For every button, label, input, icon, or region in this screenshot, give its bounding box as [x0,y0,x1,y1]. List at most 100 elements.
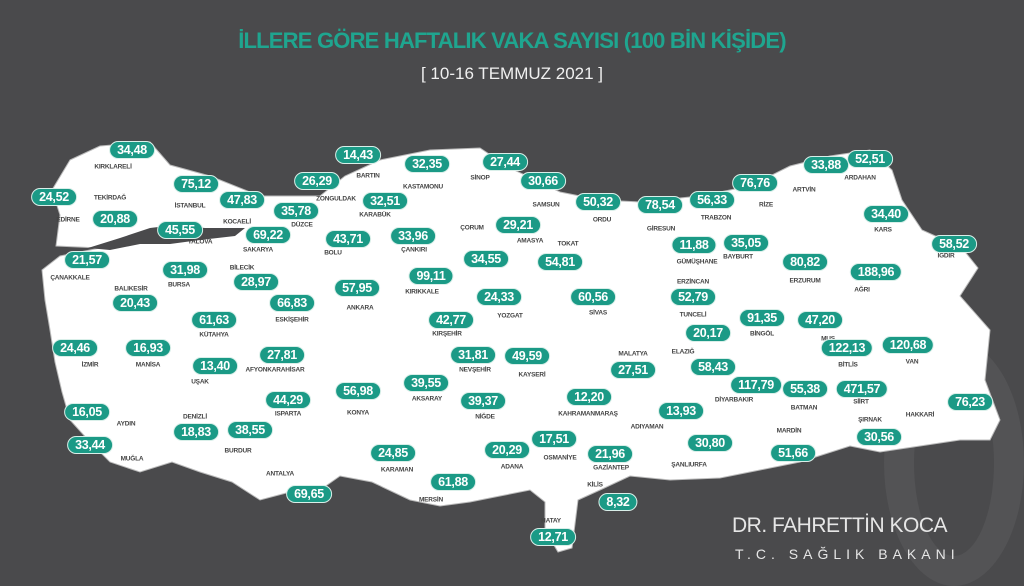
province-name: BALIKESİR [114,285,148,293]
province-name: KASTAMONU [403,183,443,191]
province-name: İSTANBUL [174,202,206,210]
province-value-badge: 35,05 [723,234,769,252]
province-value-badge: 117,79 [730,376,782,394]
province-name: ESKİŞEHİR [275,316,309,324]
province-name: KIRKLARELİ [94,163,132,171]
province-value-badge: 27,51 [610,361,656,379]
province-value-badge: 31,81 [450,346,496,364]
province-value-badge: 52,51 [847,150,893,168]
province-value-badge: 30,66 [520,172,566,190]
province-value-badge: 91,35 [739,309,785,327]
province-name: AĞRI [854,286,870,294]
province-name: KARS [874,226,892,234]
province-value-badge: 33,96 [390,227,436,245]
province-name: SİNOP [470,174,490,182]
province-name: YALOVA [187,238,213,246]
province-name: KIRIKKALE [405,288,439,296]
province-value-badge: 12,20 [566,388,612,406]
province-name: KARAMAN [380,466,414,474]
province-name: YOZGAT [497,312,523,320]
province-value-badge: 45,55 [157,221,203,239]
province-value-badge: 30,56 [856,428,902,446]
province-value-badge: 55,38 [782,380,828,398]
province-value-badge: 471,57 [835,380,889,398]
province-value-badge: 60,56 [570,288,616,306]
province-value-badge: 14,43 [335,146,381,164]
province-name: AMASYA [516,237,544,245]
province-name: MARDİN [776,427,802,435]
province-name: ÇORUM [460,224,484,232]
province-value-badge: 8,32 [598,493,638,511]
province-value-badge: 18,83 [173,423,219,441]
province-name: BİLECİK [229,264,255,272]
province-value-badge: 28,97 [233,273,279,291]
province-name: TUNCELİ [679,311,707,319]
province-name: BAYBURT [723,253,753,261]
province-value-badge: 43,71 [325,230,371,248]
province-value-badge: 27,81 [259,346,305,364]
province-value-badge: 21,57 [64,251,110,269]
province-name: BATMAN [790,404,818,412]
province-name: KAYSERİ [518,371,546,379]
province-name: BURSA [167,281,191,289]
author-title: T.C. SAĞLIK BAKANI [735,546,960,562]
province-value-badge: 76,76 [732,174,778,192]
province-value-badge: 12,71 [530,528,576,546]
province-value-badge: 13,93 [658,402,704,420]
province-name: ŞIRNAK [858,416,882,424]
province-name: GAZİANTEP [593,464,629,472]
province-name: SİİRT [853,398,869,406]
province-name: ERZİNCAN [677,278,709,286]
province-value-badge: 24,52 [31,188,77,206]
province-name: SAMSUN [532,201,560,209]
province-value-badge: 20,29 [484,441,530,459]
province-name: TEKİRDAĞ [93,194,127,202]
province-name: ADIYAMAN [630,423,664,431]
province-name: OSMANİYE [543,454,577,462]
author-name: DR. FAHRETTİN KOCA [732,514,948,537]
province-value-badge: 32,51 [362,192,408,210]
province-value-badge: 47,83 [219,191,265,209]
province-name: HATAY [541,517,561,525]
province-name: HAKKARİ [905,411,935,419]
province-value-badge: 50,32 [575,193,621,211]
province-value-badge: 16,93 [125,339,171,357]
province-value-badge: 27,44 [482,153,528,171]
province-value-badge: 56,33 [689,191,735,209]
province-value-badge: 44,29 [265,391,311,409]
province-value-badge: 69,65 [286,485,332,503]
province-name: KÜTAHYA [199,331,229,339]
province-name: SAKARYA [243,246,273,254]
province-name: VAN [905,358,919,366]
province-name: MERSİN [418,496,444,504]
province-value-badge: 99,11 [408,267,454,285]
page-title: İLLERE GÖRE HAFTALIK VAKA SAYISI (100 Bİ… [238,28,786,53]
province-name: BARTIN [356,172,380,180]
province-value-badge: 35,78 [273,202,319,220]
province-name: ŞANLIURFA [671,461,707,469]
province-name: ÇANAKKALE [50,274,90,282]
province-value-badge: 39,55 [403,374,449,392]
province-name: ELAZIĞ [671,348,695,356]
province-value-badge: 34,48 [109,141,155,159]
province-value-badge: 33,44 [67,436,113,454]
province-name: BİNGÖL [749,330,775,338]
province-name: DENİZLİ [183,413,207,421]
province-name: MUĞLA [120,455,144,463]
province-name: TRABZON [700,214,732,222]
province-value-badge: 61,88 [430,473,476,491]
province-name: ANKARA [346,304,374,312]
province-name: MALATYA [618,350,648,358]
province-name: BURDUR [224,447,252,455]
date-range: [ 10-16 TEMMUZ 2021 ] [420,64,604,83]
province-name: ERZURUM [789,277,821,285]
province-value-badge: 51,66 [770,444,816,462]
province-value-badge: 24,33 [476,288,522,306]
province-value-badge: 34,40 [863,205,909,223]
province-value-badge: 32,35 [404,155,450,173]
province-value-badge: 57,95 [334,279,380,297]
province-value-badge: 78,54 [637,196,683,214]
province-name: KİLİS [587,481,603,489]
province-name: GİRESUN [646,225,676,233]
province-name: ARTVİN [792,186,816,194]
